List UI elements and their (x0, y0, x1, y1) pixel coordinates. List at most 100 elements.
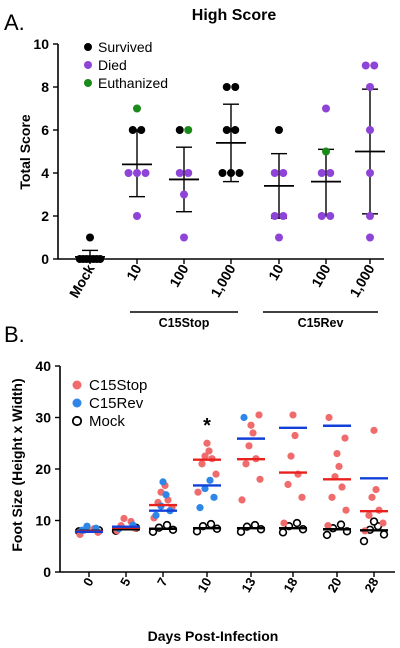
panel-b-data-point (298, 493, 306, 501)
panel-b-data-point (201, 484, 209, 493)
panel-a-xtick-label: 1,000 (207, 261, 238, 300)
panel-b-ytick-label: 0 (43, 564, 51, 580)
panel-a-xtick-label: 10 (123, 261, 145, 283)
panel-a-legend: Survived Died Euthanized (84, 39, 168, 91)
panel-a-data-point (218, 169, 227, 177)
panel-b-data-point (83, 522, 91, 530)
panel-a-data-point (326, 169, 335, 177)
panel-b-data-point (370, 426, 378, 434)
panel-a-data-point (175, 169, 184, 177)
panel-a-data-point (322, 147, 330, 156)
panel-b-data-point (287, 452, 295, 460)
panel-a-data-point (141, 169, 150, 177)
panel-a-xtick-label: 1,000 (346, 261, 377, 300)
panel-b-data-point (328, 493, 336, 501)
panel-b-xtick-label: 28 (361, 575, 381, 595)
panel-b-xtick-label: 13 (238, 575, 258, 595)
panel-b-data-point (212, 470, 220, 478)
panel-b-data-point (368, 493, 376, 501)
panel-b-data-point (162, 520, 172, 530)
panel-b-data-point (359, 536, 369, 546)
panel-a-xtick-label: 10 (265, 261, 287, 283)
panel-b-data-point (379, 530, 389, 539)
panel-b-data-point (196, 504, 204, 512)
panel-b-data-point (336, 520, 346, 529)
panel-a-data-point (366, 126, 374, 134)
panel-b-xtick-label: 20 (324, 575, 344, 595)
panel-b-data-point (203, 439, 211, 447)
panel-a-ytick-label: 10 (33, 36, 49, 52)
panel-b-ytick-label: 30 (35, 410, 51, 426)
panel-b-data-point (152, 511, 160, 519)
panel-b-data-point (333, 449, 341, 458)
panel-b-legend-marker (71, 415, 83, 427)
panel-a-data-point (184, 169, 193, 177)
panel-a-legend-label: Survived (98, 39, 152, 55)
panel-b-legend-label: C15Stop (89, 377, 147, 394)
panel-b-xtick-label: 10 (194, 575, 214, 595)
panel-b-data-point (240, 413, 248, 422)
panel-b-data-point (249, 429, 257, 437)
panel-b-data-point (280, 519, 288, 527)
panel-b-ylabel: Foot Size (Height x Width) (9, 378, 25, 551)
panel-b-plot: 0 10 20 30 40 0 5 7 10 13 18 20 28 * (35, 358, 395, 595)
panel-a-data-point (326, 212, 335, 220)
panel-b-data-point (198, 460, 206, 468)
panel-a-legend-marker (84, 79, 92, 87)
panel-b-data-point (159, 478, 167, 486)
panel-b-data-point (247, 421, 255, 429)
panel-a-xtick-label: 100 (308, 261, 334, 289)
panel-a-ytick-label: 8 (41, 79, 49, 95)
panel-b-data-point (206, 476, 214, 484)
panel-b-data-point (341, 434, 349, 442)
panel-a-data-point (361, 61, 370, 70)
panel-a-title: High Score (192, 7, 277, 24)
panel-a-data-point (124, 169, 133, 177)
panel-a-group-label: C15Stop (159, 316, 210, 330)
panel-b-legend-label: C15Rev (89, 395, 144, 412)
panel-a-ylabel: Total Score (17, 114, 33, 189)
panel-a-data-point (227, 169, 235, 177)
panel-b-data-point (206, 519, 216, 529)
panel-a-data-point (222, 126, 231, 134)
panel-b-xlabel: Days Post-Infection (148, 628, 279, 644)
panel-b-legend-label: Mock (89, 413, 125, 430)
panel-b-data-point (289, 411, 297, 419)
panel-b-data-point (338, 483, 346, 491)
panel-a-legend-marker (84, 61, 92, 69)
panel-b-data-point (365, 511, 373, 519)
panel-b-data-point (194, 488, 202, 496)
panel-b-data-point (342, 506, 350, 514)
panel-a-data-point (317, 169, 326, 177)
panel-a-data-point (128, 126, 137, 134)
panel-a-data-point (366, 212, 374, 220)
panel-b-data-point (291, 431, 299, 440)
panel-b-data-point (245, 442, 253, 450)
panel-b-legend-marker (72, 380, 82, 390)
panel-a-data-point (366, 169, 374, 177)
panel-a-data-point (279, 212, 288, 220)
panel-b-data-point (379, 519, 387, 527)
panel-a-ytick-label: 0 (41, 251, 49, 267)
panel-a-data-point (133, 104, 141, 113)
panel-b-data-point (238, 496, 246, 504)
panel-a-ytick-label: 6 (41, 122, 49, 138)
panel-b-data-point (162, 491, 170, 499)
panel-a-data-point (231, 126, 240, 134)
panel-a-label: A. (4, 10, 25, 35)
panel-a-data-point (322, 104, 330, 113)
panel-b-data-point (256, 475, 264, 483)
panel-a-data-point (180, 233, 188, 242)
panel-b-xtick-label: 5 (117, 575, 134, 589)
panel-b-ytick-label: 20 (35, 461, 51, 477)
panel-a-data-point (366, 83, 374, 91)
panel-a-data-point (133, 212, 141, 220)
panel-b-data-point (369, 517, 379, 526)
panel-b-data-point (205, 447, 213, 455)
panel-a-data-point (366, 233, 374, 242)
panel-a-data-point (133, 169, 141, 177)
panel-b-data-point (242, 460, 250, 468)
panel-a-data-point (180, 190, 188, 199)
